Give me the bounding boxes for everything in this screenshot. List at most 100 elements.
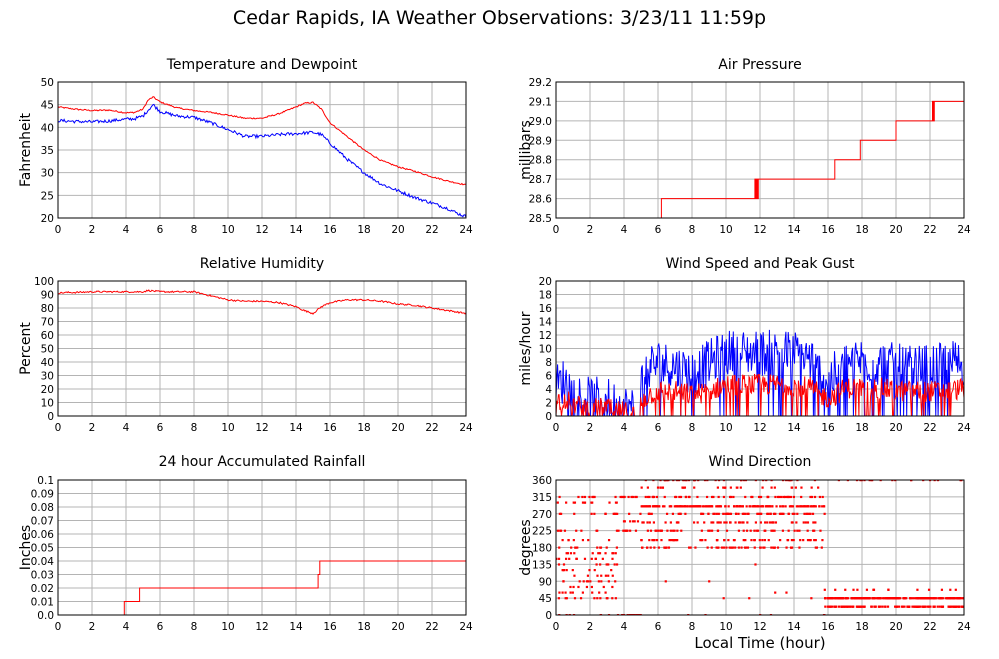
data-point (758, 539, 761, 542)
data-point (684, 512, 687, 515)
x-tick-label: 8 (191, 422, 198, 434)
data-point (723, 521, 726, 524)
data-point (576, 546, 579, 549)
data-point (797, 505, 800, 508)
y-tick-label: 0.07 (31, 516, 54, 528)
data-point (813, 495, 817, 499)
data-point (616, 512, 619, 515)
data-point (927, 588, 931, 591)
data-point (802, 521, 805, 524)
x-tick-label: 16 (323, 224, 337, 236)
x-tick-label: 6 (655, 621, 662, 633)
data-point (712, 495, 715, 499)
data-point (818, 495, 822, 499)
y-tick-label: 0.04 (31, 556, 55, 568)
data-point (722, 512, 725, 515)
data-point (742, 512, 746, 515)
x-tick-label: 10 (719, 224, 732, 236)
data-point (569, 585, 572, 589)
data-point (600, 574, 603, 577)
y-tick-label: 225 (532, 526, 552, 538)
data-point (924, 605, 927, 608)
data-point (728, 512, 731, 515)
y-axis-label: degrees (518, 519, 534, 575)
y-axis-label: millibars (518, 120, 534, 180)
data-point (580, 529, 583, 532)
data-point (629, 520, 632, 523)
data-point (737, 512, 740, 515)
data-point (585, 585, 589, 589)
data-point (779, 505, 782, 508)
data-point (936, 480, 940, 482)
data-point (728, 546, 731, 549)
data-point (767, 505, 770, 508)
y-tick-label: 360 (532, 475, 552, 487)
data-point (652, 521, 656, 524)
data-point (823, 512, 826, 515)
data-point (726, 512, 729, 515)
data-point (562, 580, 565, 583)
data-point (757, 505, 760, 508)
data-point (884, 605, 887, 608)
data-point (863, 605, 866, 608)
data-point (829, 605, 832, 608)
data-point (813, 539, 816, 542)
data-point (854, 597, 857, 600)
data-point (807, 505, 810, 508)
data-point (725, 546, 728, 549)
data-point (623, 520, 626, 523)
x-tick-label: 0 (553, 422, 560, 434)
data-point (787, 512, 790, 515)
data-point (596, 546, 599, 549)
data-point (877, 605, 881, 608)
data-point (753, 539, 756, 542)
data-point (556, 529, 560, 532)
data-point (852, 588, 855, 591)
data-point (955, 605, 958, 608)
data-point (717, 546, 720, 549)
data-point (896, 605, 899, 608)
data-point (852, 597, 855, 600)
data-point (950, 597, 954, 600)
data-point (758, 495, 761, 499)
data-point (779, 539, 782, 542)
data-point (599, 597, 602, 600)
data-point (559, 529, 563, 532)
data-point (793, 529, 796, 532)
data-point (865, 588, 869, 591)
data-point (737, 546, 740, 549)
data-point (761, 505, 765, 508)
plot-frame (555, 81, 965, 219)
data-point (763, 546, 766, 549)
data-point (703, 505, 706, 508)
x-tick-label: 6 (157, 422, 164, 434)
data-point (705, 495, 709, 499)
data-point (741, 505, 744, 508)
data-point (629, 529, 632, 532)
data-point (646, 505, 649, 508)
data-point (596, 597, 599, 600)
data-point (822, 505, 826, 508)
data-point (657, 546, 660, 549)
x-tick-label: 20 (889, 422, 902, 434)
x-tick-label: 16 (323, 422, 337, 434)
data-point (648, 505, 651, 508)
data-point (824, 597, 827, 600)
data-point (787, 480, 790, 482)
data-point (821, 505, 824, 508)
data-point (756, 512, 759, 515)
data-point (745, 529, 749, 532)
data-point (706, 480, 709, 482)
x-tick-label: 24 (459, 224, 473, 236)
data-point (879, 605, 882, 608)
data-point (659, 480, 662, 482)
data-point (601, 557, 604, 560)
data-point (650, 512, 653, 515)
y-tick-label: 0.01 (31, 597, 54, 609)
data-point (572, 501, 575, 504)
y-tick-label: 28.6 (529, 194, 553, 206)
x-tick-label: 8 (689, 621, 696, 633)
data-point (703, 521, 706, 524)
